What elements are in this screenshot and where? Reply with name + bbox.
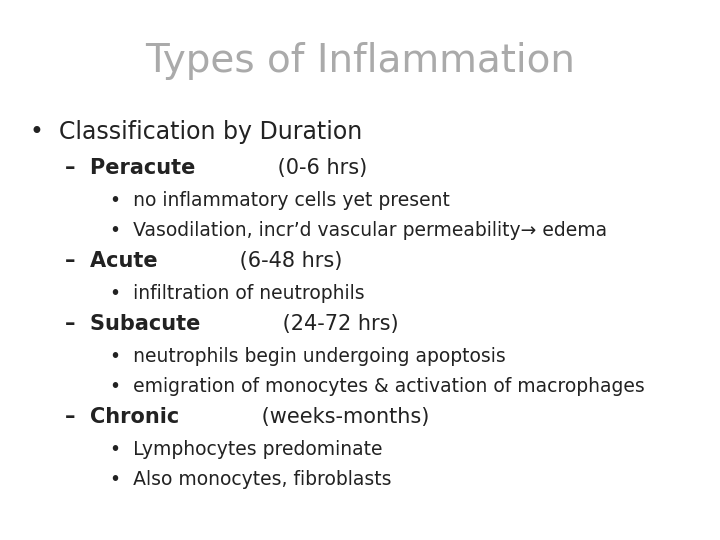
Text: •  emigration of monocytes & activation of macrophages: • emigration of monocytes & activation o…: [110, 377, 644, 396]
Text: –  Subacute: – Subacute: [65, 314, 200, 334]
Text: •  no inflammatory cells yet present: • no inflammatory cells yet present: [110, 191, 450, 210]
Text: –  Acute: – Acute: [65, 251, 158, 271]
Text: •  Vasodilation, incr’d vascular permeability→ edema: • Vasodilation, incr’d vascular permeabi…: [110, 221, 607, 240]
Text: •  neutrophils begin undergoing apoptosis: • neutrophils begin undergoing apoptosis: [110, 347, 505, 366]
Text: –  Peracute: – Peracute: [65, 158, 195, 178]
Text: (24-72 hrs): (24-72 hrs): [276, 314, 398, 334]
Text: •  infiltration of neutrophils: • infiltration of neutrophils: [110, 284, 364, 303]
Text: (6-48 hrs): (6-48 hrs): [233, 251, 343, 271]
Text: •  Classification by Duration: • Classification by Duration: [30, 120, 362, 144]
Text: (0-6 hrs): (0-6 hrs): [271, 158, 367, 178]
Text: Types of Inflammation: Types of Inflammation: [145, 42, 575, 80]
Text: •  Also monocytes, fibroblasts: • Also monocytes, fibroblasts: [110, 470, 392, 489]
Text: (weeks-months): (weeks-months): [255, 407, 429, 427]
Text: •  Lymphocytes predominate: • Lymphocytes predominate: [110, 440, 382, 459]
Text: –  Chronic: – Chronic: [65, 407, 179, 427]
